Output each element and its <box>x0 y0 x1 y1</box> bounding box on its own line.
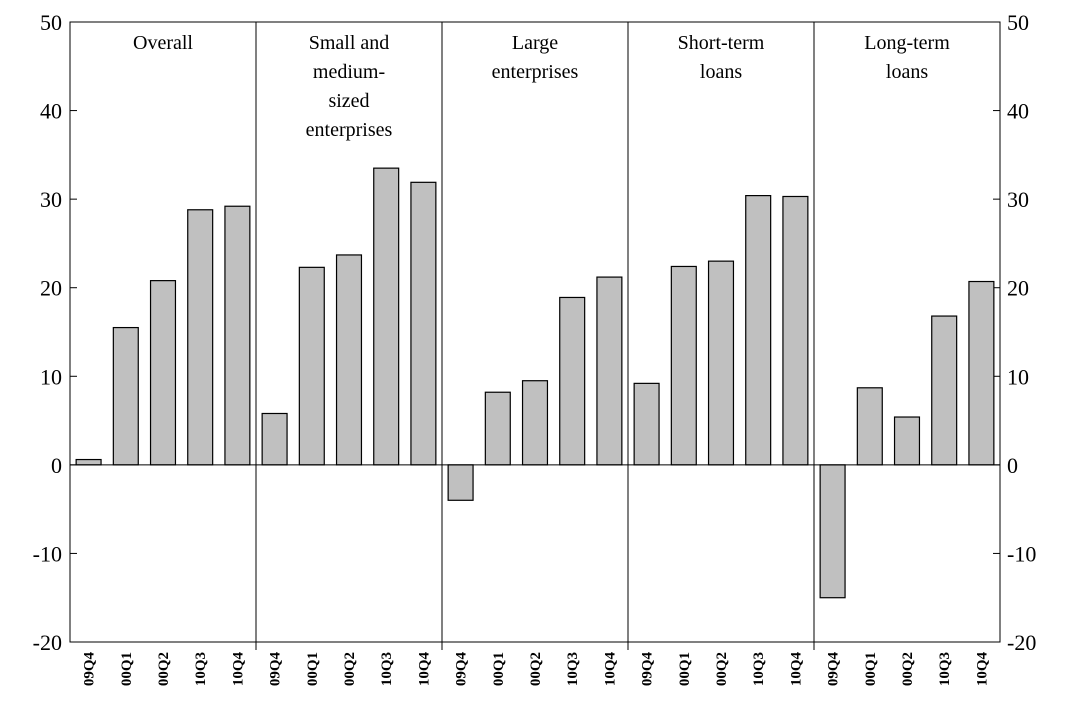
left-y-tick-label: -20 <box>33 630 62 655</box>
bar <box>75 458 102 466</box>
bar <box>261 412 288 466</box>
x-category-label: 00Q1 <box>491 652 507 686</box>
bar <box>968 280 995 466</box>
x-category-label: 09Q4 <box>826 652 842 687</box>
left-y-tick-label: 50 <box>40 10 62 35</box>
x-category-label: 10Q4 <box>788 652 804 687</box>
bar <box>373 167 400 466</box>
x-category-label: 10Q3 <box>937 652 953 686</box>
bar <box>670 265 697 466</box>
bar <box>633 382 660 466</box>
bar <box>782 195 809 466</box>
bar <box>484 391 511 466</box>
group-title-line: medium- <box>313 61 385 83</box>
x-category-label: 09Q4 <box>82 652 98 687</box>
right-y-axis: -20 -10 0 10 20 30 40 50 <box>993 10 1036 655</box>
group-title-line: Long-term <box>864 32 950 54</box>
bar <box>149 280 177 466</box>
bar <box>224 205 251 466</box>
x-category-label: 00Q2 <box>714 652 730 686</box>
right-y-tick-label: 10 <box>1007 364 1029 389</box>
x-category-label: 10Q3 <box>751 652 767 686</box>
x-category-label: 09Q4 <box>268 652 284 687</box>
group-title-line: loans <box>700 61 742 83</box>
x-category-label: 00Q2 <box>156 652 172 686</box>
bar <box>707 260 735 466</box>
group-titles: Overall Small and medium-sized enterprises L… <box>133 32 950 141</box>
x-category-label: 10Q4 <box>602 652 618 687</box>
bar <box>856 387 883 466</box>
x-category-label: 00Q2 <box>342 652 358 686</box>
x-category-label: 10Q3 <box>379 652 395 686</box>
x-category-label: 10Q4 <box>230 652 246 687</box>
x-axis-category-labels: 09Q4 00Q1 00Q2 10Q3 10Q4 09Q4 00Q1 00Q2 10Q3 10Q4… <box>82 652 991 687</box>
x-category-label: 10Q3 <box>193 652 209 686</box>
right-y-tick-label: 0 <box>1007 453 1018 478</box>
bar <box>745 195 772 466</box>
bar <box>596 276 623 466</box>
right-y-tick-label: -20 <box>1007 630 1036 655</box>
bar <box>447 464 474 501</box>
x-category-label: 00Q1 <box>305 652 321 686</box>
left-y-tick-label: 30 <box>40 187 62 212</box>
bar <box>931 315 958 466</box>
bar <box>410 181 437 466</box>
right-y-tick-label: 20 <box>1007 276 1029 301</box>
group-title-line: enterprises <box>492 61 579 83</box>
x-category-label: 09Q4 <box>454 652 470 687</box>
x-category-label: 00Q1 <box>119 652 135 686</box>
right-y-tick-label: 50 <box>1007 10 1029 35</box>
right-y-tick-label: -10 <box>1007 541 1036 566</box>
x-category-label: 00Q1 <box>677 652 693 686</box>
bar <box>187 209 214 466</box>
bar <box>893 416 921 466</box>
group-title-line: enterprises <box>306 119 393 141</box>
left-y-axis: -20 -10 0 10 20 30 40 50 <box>33 10 77 655</box>
group-title-line: Large <box>512 32 558 54</box>
plot-frame <box>69 21 1001 643</box>
left-y-tick-label: 20 <box>40 276 62 301</box>
x-category-label: 10Q4 <box>416 652 432 687</box>
left-y-tick-label: 10 <box>40 364 62 389</box>
right-y-tick-label: 40 <box>1007 99 1029 124</box>
bar <box>112 326 139 466</box>
x-category-label: 10Q3 <box>565 652 581 686</box>
bars <box>75 167 995 599</box>
bar <box>335 254 363 466</box>
group-separators <box>255 22 815 650</box>
left-y-tick-label: 0 <box>51 453 62 478</box>
group-title-line: Small and <box>309 32 390 54</box>
left-y-tick-label: 40 <box>40 99 62 124</box>
bar <box>559 296 586 466</box>
group-title-line: Short-term <box>678 32 765 54</box>
bar <box>298 266 325 466</box>
bar <box>521 380 549 466</box>
x-category-label: 00Q1 <box>863 652 879 686</box>
x-category-label: 00Q2 <box>528 652 544 686</box>
group-title-line: sized <box>328 90 369 112</box>
x-category-label: 09Q4 <box>640 652 656 687</box>
x-category-label: 00Q2 <box>900 652 916 686</box>
right-y-tick-label: 30 <box>1007 187 1029 212</box>
x-category-label: 10Q4 <box>974 652 990 687</box>
group-title-line: loans <box>886 61 928 83</box>
bar <box>819 464 846 599</box>
left-y-tick-label: -10 <box>33 541 62 566</box>
group-title-line: Overall <box>133 32 193 54</box>
